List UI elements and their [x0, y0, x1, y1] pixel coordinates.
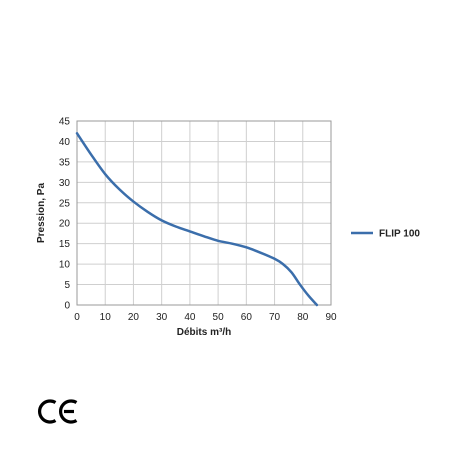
- y-tick-label: 40: [59, 137, 71, 148]
- ce-mark-icon: [38, 399, 78, 424]
- y-tick-label: 15: [59, 239, 71, 250]
- x-tick-label: 30: [156, 312, 168, 323]
- y-tick-label: 20: [59, 219, 71, 230]
- series-group: [75, 132, 319, 307]
- x-tick-labels: 0 10 20 30 40 50 60 70 80 90: [74, 312, 337, 323]
- y-tick-label: 10: [59, 260, 71, 271]
- plot-frame: [76, 120, 332, 306]
- x-tick-label: 10: [100, 312, 112, 323]
- x-tick-label: 40: [184, 312, 196, 323]
- y-tick-label: 0: [64, 301, 70, 312]
- series-line: [75, 132, 319, 307]
- y-tick-labels: 0 5 10 15 20 25 30 35 40 45: [59, 117, 71, 312]
- legend: FLIP 100: [351, 229, 420, 240]
- x-tick-label: 0: [74, 312, 80, 323]
- x-tick-label: 90: [325, 312, 337, 323]
- y-tick-label: 30: [59, 178, 71, 189]
- x-tick-label: 60: [241, 312, 253, 323]
- x-tick-label: 20: [128, 312, 140, 323]
- y-tick-label: 25: [59, 198, 71, 209]
- x-axis-title: Débits m³/h: [177, 327, 231, 338]
- y-tick-label: 45: [59, 117, 71, 128]
- x-tick-label: 80: [297, 312, 309, 323]
- chart-grid: [76, 120, 332, 306]
- x-tick-label: 70: [269, 312, 281, 323]
- y-tick-label: 5: [64, 280, 70, 291]
- y-axis-title: Pression, Pa: [36, 183, 47, 243]
- x-tick-label: 50: [213, 312, 225, 323]
- legend-label: FLIP 100: [379, 229, 420, 240]
- y-tick-label: 35: [59, 157, 71, 168]
